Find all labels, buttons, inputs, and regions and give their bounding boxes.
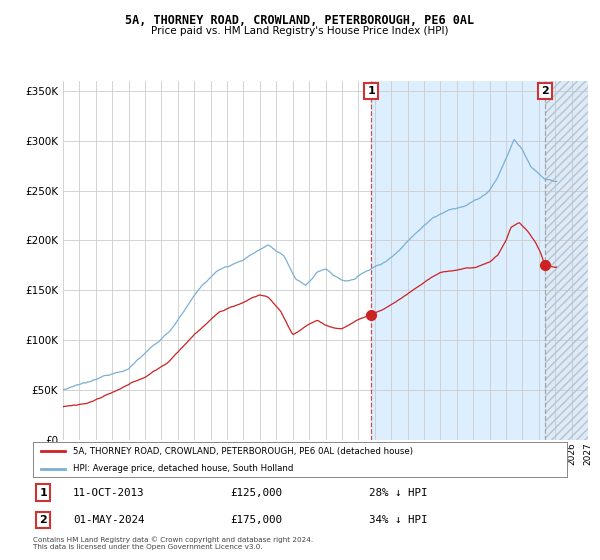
Text: £175,000: £175,000 <box>230 515 283 525</box>
Text: Contains HM Land Registry data © Crown copyright and database right 2024.
This d: Contains HM Land Registry data © Crown c… <box>33 536 313 550</box>
Text: 5A, THORNEY ROAD, CROWLAND, PETERBOROUGH, PE6 0AL: 5A, THORNEY ROAD, CROWLAND, PETERBOROUGH… <box>125 13 475 27</box>
Text: 2: 2 <box>40 515 47 525</box>
Text: 11-OCT-2013: 11-OCT-2013 <box>73 488 145 498</box>
Text: 28% ↓ HPI: 28% ↓ HPI <box>370 488 428 498</box>
Bar <box>545 81 588 440</box>
Text: 2: 2 <box>541 86 549 96</box>
Text: HPI: Average price, detached house, South Holland: HPI: Average price, detached house, Sout… <box>73 464 293 473</box>
Text: £125,000: £125,000 <box>230 488 283 498</box>
Text: 5A, THORNEY ROAD, CROWLAND, PETERBOROUGH, PE6 0AL (detached house): 5A, THORNEY ROAD, CROWLAND, PETERBOROUGH… <box>73 447 413 456</box>
Text: 34% ↓ HPI: 34% ↓ HPI <box>370 515 428 525</box>
Text: 1: 1 <box>40 488 47 498</box>
Text: 1: 1 <box>367 86 375 96</box>
Text: 01-MAY-2024: 01-MAY-2024 <box>73 515 145 525</box>
Bar <box>371 81 545 440</box>
Text: Price paid vs. HM Land Registry's House Price Index (HPI): Price paid vs. HM Land Registry's House … <box>151 26 449 36</box>
Bar <box>545 81 588 440</box>
